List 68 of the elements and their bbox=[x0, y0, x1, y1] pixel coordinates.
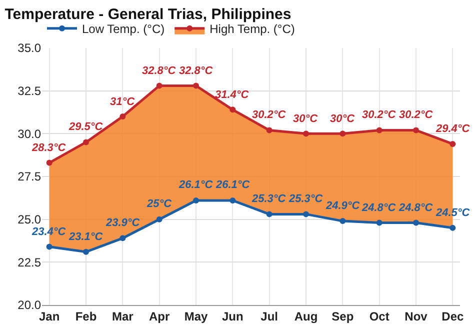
point bbox=[46, 244, 52, 250]
chart-title: Temperature - General Trias, Philippines bbox=[4, 6, 292, 23]
point bbox=[46, 160, 52, 166]
legend-label: Low Temp. (°C) bbox=[82, 22, 165, 36]
x-tick-label: Jul bbox=[260, 309, 278, 324]
y-tick-label: 32.5 bbox=[18, 84, 42, 98]
x-tick-label: Sep bbox=[332, 309, 354, 324]
data-label: 31.4°C bbox=[215, 89, 250, 101]
point bbox=[340, 130, 346, 137]
data-label: 26.1°C bbox=[215, 179, 251, 191]
point bbox=[266, 127, 272, 134]
point bbox=[120, 114, 126, 120]
data-label: 32.8°C bbox=[142, 65, 177, 77]
data-label: 25°C bbox=[146, 198, 173, 210]
x-tick-label: Dec bbox=[442, 309, 464, 324]
point bbox=[120, 235, 126, 242]
x-tick-label: Jun bbox=[222, 309, 244, 324]
data-label: 30°C bbox=[293, 113, 319, 125]
data-label: 30.2°C bbox=[252, 109, 287, 121]
point bbox=[413, 220, 419, 226]
data-label: 25.3°C bbox=[288, 193, 324, 205]
point bbox=[156, 216, 162, 222]
point bbox=[376, 220, 382, 226]
point bbox=[83, 139, 89, 146]
x-tick-label: Mar bbox=[112, 309, 134, 324]
data-label: 26.1°C bbox=[178, 179, 214, 191]
point bbox=[230, 197, 236, 204]
data-label: 24.8°C bbox=[361, 202, 397, 214]
point bbox=[230, 106, 236, 113]
x-tick-label: Oct bbox=[369, 309, 390, 324]
point bbox=[193, 82, 199, 89]
point bbox=[450, 224, 456, 231]
data-label: 28.3°C bbox=[31, 142, 67, 154]
data-label: 32.8°C bbox=[179, 65, 214, 77]
y-tick-label: 30.0 bbox=[18, 126, 42, 141]
x-tick-label: Nov bbox=[404, 309, 428, 324]
y-tick-label: 20.0 bbox=[18, 298, 42, 312]
point bbox=[156, 82, 162, 89]
point bbox=[303, 130, 309, 137]
legend-label: High Temp. (°C) bbox=[210, 22, 295, 36]
y-tick-label: 27.5 bbox=[18, 170, 42, 184]
data-label: 30.2°C bbox=[399, 109, 434, 121]
x-tick-label: Jan bbox=[38, 309, 60, 324]
point bbox=[303, 211, 309, 218]
point bbox=[340, 218, 346, 224]
y-tick-label: 25.0 bbox=[18, 212, 42, 227]
point bbox=[376, 127, 382, 134]
x-tick-label: Feb bbox=[75, 309, 97, 324]
point bbox=[193, 197, 199, 204]
data-label: 24.8°C bbox=[398, 202, 434, 214]
data-label: 29.5°C bbox=[68, 121, 104, 133]
point bbox=[83, 248, 89, 255]
data-label: 30.2°C bbox=[362, 109, 397, 121]
x-tick-label: May bbox=[184, 309, 208, 324]
point bbox=[266, 211, 272, 218]
data-label: 24.9°C bbox=[325, 200, 361, 212]
x-tick-label: Aug bbox=[294, 309, 318, 324]
y-tick-label: 22.5 bbox=[18, 255, 42, 270]
y-tick-label: 35.0 bbox=[18, 41, 42, 56]
data-label: 31°C bbox=[110, 96, 136, 108]
x-tick-label: Apr bbox=[148, 309, 170, 324]
data-label: 30°C bbox=[330, 113, 356, 125]
data-label: 23.9°C bbox=[105, 217, 141, 229]
point bbox=[413, 127, 419, 134]
data-label: 25.3°C bbox=[251, 193, 287, 205]
data-label: 29.4°C bbox=[435, 123, 471, 135]
data-label: 23.1°C bbox=[68, 231, 104, 243]
point bbox=[450, 140, 456, 147]
